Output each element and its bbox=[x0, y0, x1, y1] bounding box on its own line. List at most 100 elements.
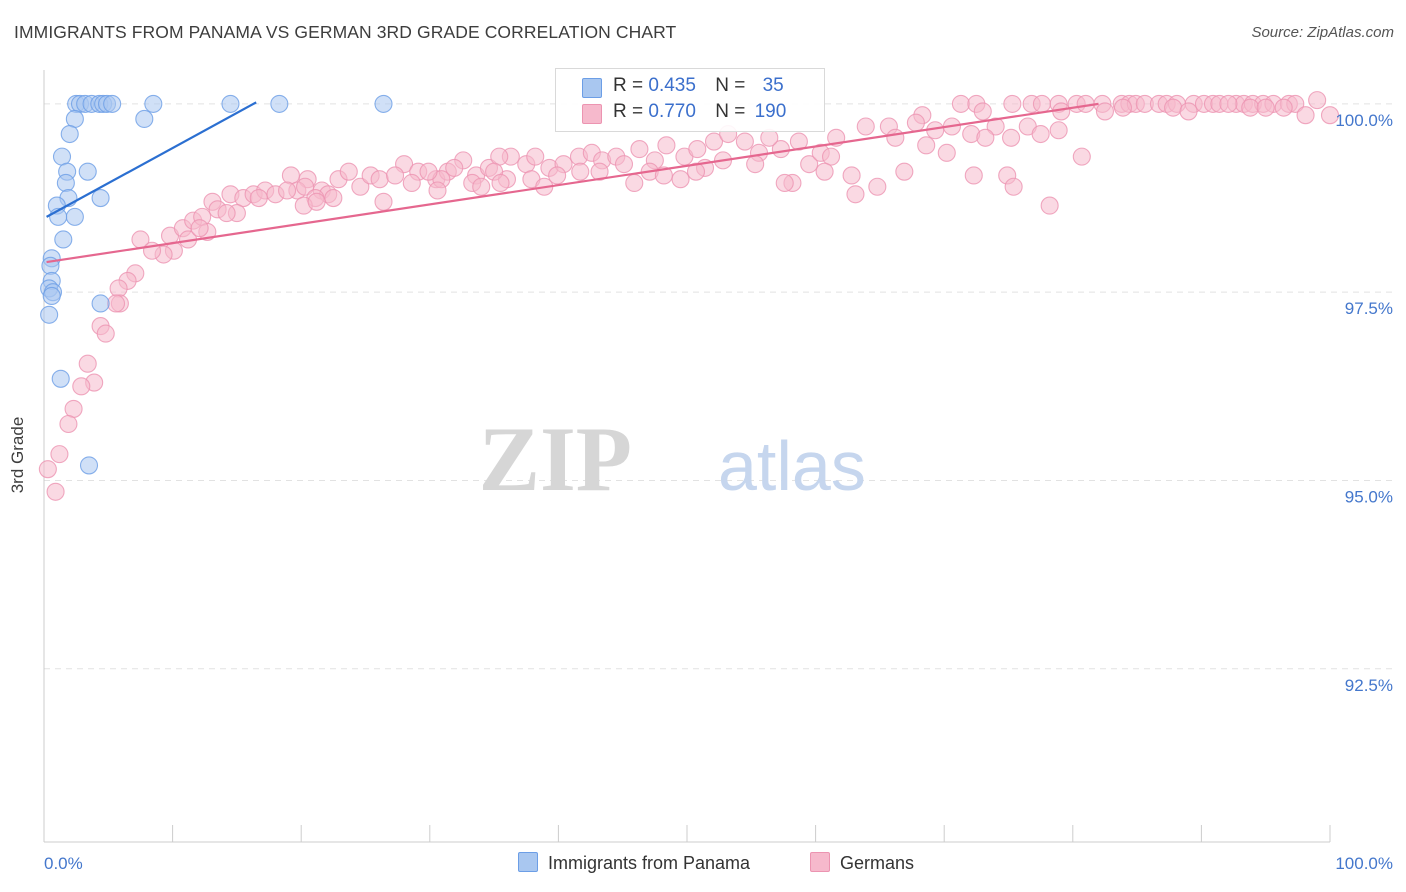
stats-row-germans: R = 0.770 N = 190 bbox=[556, 100, 824, 126]
german-point bbox=[625, 173, 644, 193]
y-tick-label: 97.5% bbox=[1345, 299, 1393, 318]
germans-swatch bbox=[810, 852, 830, 872]
german-point bbox=[951, 94, 970, 113]
german-point bbox=[217, 204, 236, 223]
n-label: N = bbox=[715, 101, 746, 122]
r-value: 0.770 bbox=[648, 101, 696, 122]
german-point bbox=[249, 188, 268, 208]
gridlines bbox=[44, 103, 1394, 670]
german-point bbox=[973, 102, 992, 121]
german-point bbox=[72, 377, 91, 396]
legend-item-panama[interactable]: Immigrants from Panama bbox=[518, 852, 750, 874]
german-point bbox=[339, 162, 358, 181]
german-point bbox=[775, 173, 794, 193]
german-point bbox=[886, 128, 905, 147]
legend-item-germans[interactable]: Germans bbox=[810, 852, 914, 874]
stats-row-panama: R = 0.435 N = 35 bbox=[556, 74, 824, 100]
n-value: 35 bbox=[762, 75, 784, 96]
german-point bbox=[1002, 128, 1021, 147]
german-point bbox=[964, 166, 983, 185]
german-point bbox=[472, 177, 491, 196]
german-point bbox=[686, 162, 706, 181]
german-point bbox=[296, 177, 315, 196]
panama-point bbox=[135, 109, 154, 129]
r-label: R = bbox=[613, 75, 644, 96]
panama-point bbox=[91, 294, 110, 313]
panama-swatch bbox=[518, 852, 538, 872]
german-point bbox=[671, 170, 690, 189]
german-point bbox=[374, 192, 393, 211]
series-legend: Immigrants from Panama Germans bbox=[0, 852, 1406, 878]
german-point bbox=[937, 143, 956, 162]
germans-points bbox=[38, 91, 1340, 501]
german-point bbox=[1274, 98, 1293, 117]
german-point bbox=[1095, 102, 1114, 121]
german-point bbox=[1040, 196, 1059, 215]
panama-point bbox=[65, 207, 84, 226]
german-point bbox=[106, 294, 126, 313]
german-point bbox=[821, 147, 841, 166]
german-point bbox=[402, 173, 421, 193]
german-point bbox=[906, 113, 925, 132]
r-label: R = bbox=[613, 101, 644, 122]
german-point bbox=[1241, 98, 1260, 117]
german-point bbox=[571, 162, 590, 181]
y-tick-label: 92.5% bbox=[1345, 676, 1393, 695]
panama-point bbox=[79, 456, 99, 475]
german-point bbox=[590, 162, 609, 181]
german-point bbox=[842, 166, 861, 185]
panama-point bbox=[56, 173, 75, 193]
german-point bbox=[917, 136, 936, 155]
watermark-atlas: atlas bbox=[718, 427, 866, 505]
german-point bbox=[868, 177, 887, 196]
german-point bbox=[1219, 94, 1238, 113]
german-point bbox=[1072, 147, 1091, 166]
source-label: Source: ZipAtlas.com bbox=[1251, 24, 1394, 41]
german-point bbox=[856, 117, 875, 136]
german-point bbox=[59, 414, 78, 434]
german-point bbox=[1256, 98, 1275, 117]
panama-point bbox=[91, 188, 110, 208]
german-point bbox=[1320, 106, 1340, 125]
german-point bbox=[386, 166, 405, 185]
german-point bbox=[548, 166, 567, 185]
german-point bbox=[46, 482, 65, 501]
panama-point bbox=[42, 286, 61, 306]
german-point bbox=[281, 166, 300, 185]
german-point bbox=[1296, 106, 1315, 125]
german-point bbox=[1031, 124, 1050, 144]
german-point bbox=[324, 188, 343, 208]
german-point bbox=[800, 155, 819, 174]
german-point bbox=[428, 181, 447, 200]
german-point bbox=[688, 140, 707, 159]
german-point bbox=[96, 324, 115, 343]
german-point bbox=[78, 354, 97, 373]
german-point bbox=[38, 460, 57, 479]
panama-point bbox=[374, 94, 393, 113]
x-tick-label-max: 100.0% bbox=[1335, 854, 1393, 873]
german-point bbox=[846, 185, 865, 204]
german-point bbox=[1164, 98, 1183, 117]
panama-point bbox=[144, 94, 163, 113]
german-point bbox=[307, 192, 326, 211]
panama-point bbox=[103, 94, 122, 113]
n-label: N = bbox=[715, 75, 746, 96]
german-point bbox=[976, 128, 995, 147]
german-point bbox=[704, 132, 724, 151]
german-point bbox=[815, 162, 834, 181]
german-point bbox=[370, 170, 389, 189]
german-point bbox=[746, 155, 765, 174]
watermark-zip: ZIP bbox=[479, 408, 632, 510]
panama-point bbox=[65, 109, 84, 129]
german-trend-line bbox=[46, 102, 1099, 264]
german-point bbox=[895, 162, 914, 181]
german-point bbox=[1113, 98, 1133, 117]
panama-point bbox=[78, 162, 97, 181]
german-point bbox=[419, 162, 438, 181]
panama-point bbox=[270, 94, 289, 113]
german-point bbox=[986, 117, 1005, 136]
german-point bbox=[490, 147, 509, 166]
panama-point bbox=[221, 94, 240, 113]
panama-point bbox=[40, 305, 59, 324]
german-point bbox=[657, 136, 676, 155]
